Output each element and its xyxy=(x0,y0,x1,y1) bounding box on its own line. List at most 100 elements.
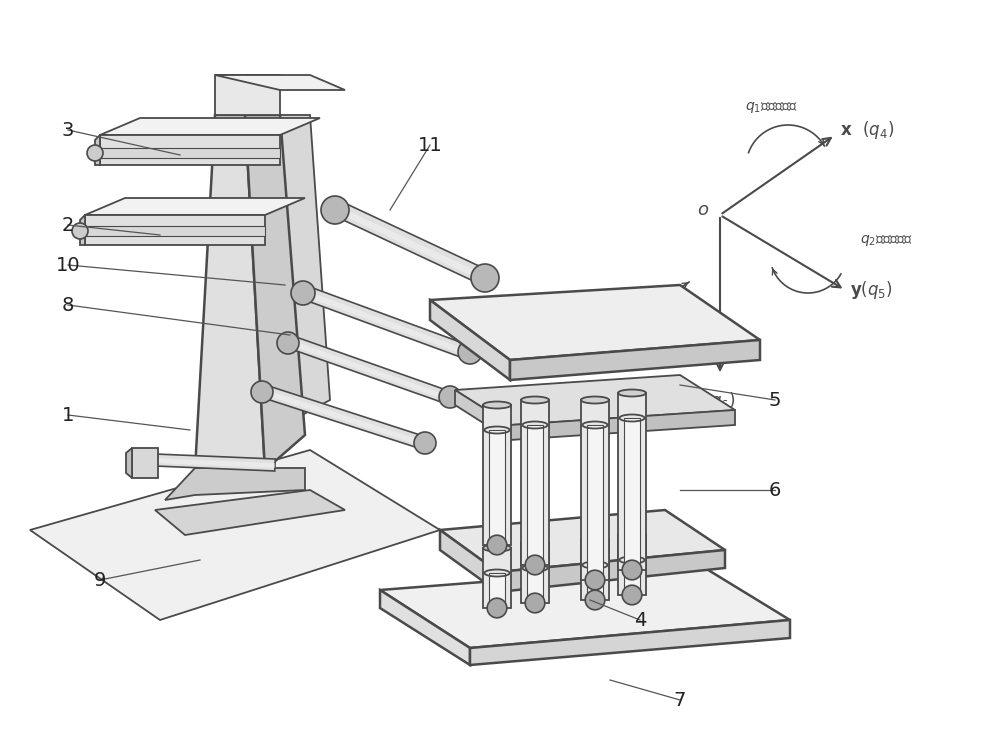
Polygon shape xyxy=(155,459,275,468)
Polygon shape xyxy=(587,425,603,580)
Ellipse shape xyxy=(581,536,609,544)
Polygon shape xyxy=(132,448,158,478)
Circle shape xyxy=(487,598,507,617)
Text: 11: 11 xyxy=(418,136,442,154)
Polygon shape xyxy=(245,115,305,470)
Text: 6: 6 xyxy=(769,480,781,499)
Circle shape xyxy=(321,196,349,224)
Polygon shape xyxy=(283,334,457,406)
Polygon shape xyxy=(85,215,265,245)
Polygon shape xyxy=(380,590,470,665)
Polygon shape xyxy=(195,115,265,470)
Polygon shape xyxy=(30,450,440,620)
Circle shape xyxy=(87,145,103,161)
Text: 10: 10 xyxy=(56,255,80,275)
Circle shape xyxy=(471,264,499,292)
Ellipse shape xyxy=(618,389,646,397)
Text: $\mathbf{z}$$(q_6)$: $\mathbf{z}$$(q_6)$ xyxy=(694,390,736,412)
Polygon shape xyxy=(587,565,603,600)
Polygon shape xyxy=(510,340,760,380)
Circle shape xyxy=(291,281,315,305)
Polygon shape xyxy=(297,288,476,358)
Polygon shape xyxy=(430,285,760,360)
Circle shape xyxy=(277,332,299,354)
Text: 9: 9 xyxy=(94,571,106,590)
Ellipse shape xyxy=(618,532,646,538)
Circle shape xyxy=(439,386,461,408)
Polygon shape xyxy=(498,550,725,592)
Text: 2: 2 xyxy=(62,215,74,234)
Ellipse shape xyxy=(483,544,511,551)
Polygon shape xyxy=(618,535,646,595)
Polygon shape xyxy=(258,384,432,451)
Ellipse shape xyxy=(483,401,511,408)
Circle shape xyxy=(414,432,436,454)
Text: 4: 4 xyxy=(634,611,646,630)
Polygon shape xyxy=(215,75,345,90)
Text: $q_1$（横摇角）: $q_1$（横摇角） xyxy=(745,100,797,115)
Polygon shape xyxy=(521,543,549,603)
Text: $q_3$（偏航角）: $q_3$（偏航角） xyxy=(523,297,575,312)
Polygon shape xyxy=(430,300,510,380)
Text: $\mathbf{y}$$(q_5)$: $\mathbf{y}$$(q_5)$ xyxy=(850,279,893,301)
Ellipse shape xyxy=(581,397,609,404)
Polygon shape xyxy=(95,148,280,158)
Circle shape xyxy=(72,223,88,239)
Polygon shape xyxy=(527,568,543,603)
Polygon shape xyxy=(165,468,305,500)
Text: $q_2$（纵摇角）: $q_2$（纵摇角） xyxy=(860,233,912,248)
Polygon shape xyxy=(155,454,275,471)
Polygon shape xyxy=(80,215,85,245)
Circle shape xyxy=(622,560,642,580)
Circle shape xyxy=(525,555,545,575)
Text: 1: 1 xyxy=(62,406,74,425)
Circle shape xyxy=(585,570,605,590)
Polygon shape xyxy=(155,490,345,535)
Polygon shape xyxy=(259,388,431,448)
Circle shape xyxy=(585,590,605,610)
Text: 3: 3 xyxy=(62,120,74,139)
Polygon shape xyxy=(85,198,305,215)
Polygon shape xyxy=(581,540,609,600)
Ellipse shape xyxy=(521,397,549,404)
Polygon shape xyxy=(100,118,320,135)
Text: o: o xyxy=(697,201,708,219)
Polygon shape xyxy=(296,283,477,361)
Polygon shape xyxy=(521,400,549,565)
Polygon shape xyxy=(215,75,280,115)
Polygon shape xyxy=(80,226,265,236)
Polygon shape xyxy=(380,565,790,648)
Polygon shape xyxy=(126,448,132,478)
Polygon shape xyxy=(440,510,725,572)
Polygon shape xyxy=(581,400,609,580)
Polygon shape xyxy=(328,203,491,284)
Circle shape xyxy=(251,381,273,403)
Ellipse shape xyxy=(521,539,549,547)
Text: 8: 8 xyxy=(62,295,74,315)
Polygon shape xyxy=(483,548,511,608)
Polygon shape xyxy=(95,135,100,165)
Polygon shape xyxy=(489,430,505,545)
Circle shape xyxy=(525,593,545,613)
Polygon shape xyxy=(327,198,493,287)
Polygon shape xyxy=(470,620,790,665)
Polygon shape xyxy=(618,393,646,570)
Polygon shape xyxy=(284,338,456,403)
Polygon shape xyxy=(455,390,510,440)
Circle shape xyxy=(458,340,482,364)
Polygon shape xyxy=(510,410,735,440)
Text: $\mathbf{x}$  $(q_4)$: $\mathbf{x}$ $(q_4)$ xyxy=(840,119,894,141)
Polygon shape xyxy=(455,375,735,425)
Polygon shape xyxy=(483,405,511,545)
Polygon shape xyxy=(265,115,330,435)
Text: 7: 7 xyxy=(674,691,686,709)
Circle shape xyxy=(622,585,642,605)
Polygon shape xyxy=(440,530,498,592)
Polygon shape xyxy=(527,425,543,565)
Text: 5: 5 xyxy=(769,391,781,410)
Circle shape xyxy=(487,535,507,555)
Polygon shape xyxy=(624,418,640,570)
Polygon shape xyxy=(100,135,280,165)
Polygon shape xyxy=(489,573,505,608)
Polygon shape xyxy=(624,560,640,595)
